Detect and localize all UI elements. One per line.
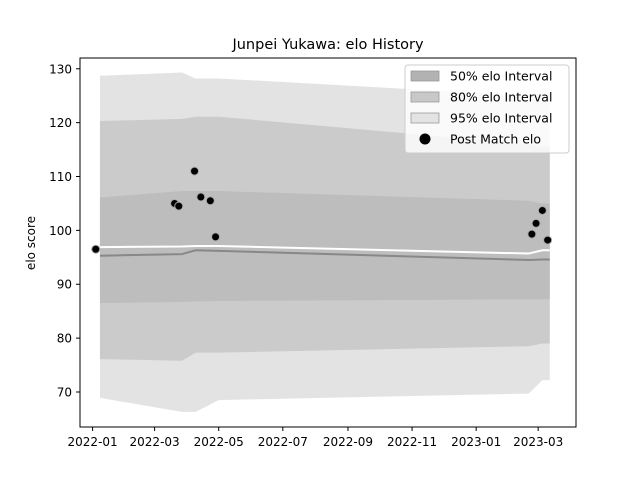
x-tick-label: 2022-03 — [130, 435, 180, 449]
legend-label-50-elo-interval: 50% elo Interval — [450, 69, 552, 84]
mean-elo-line — [99, 249, 550, 262]
y-axis: 70 80 90 100 110 120 130 — [49, 62, 80, 399]
y-tick-label: 130 — [49, 62, 72, 76]
post-match-point — [205, 196, 215, 206]
post-match-point — [174, 201, 184, 211]
post-match-point — [531, 218, 541, 228]
post-match-point — [211, 232, 221, 242]
legend-swatch-95-elo-interval — [410, 112, 440, 124]
band-50-elo-interval — [99, 191, 550, 304]
y-axis-label: elo score — [24, 216, 38, 270]
legend-label-95-elo-interval: 95% elo Interval — [450, 111, 552, 126]
chart-title: Junpei Yukawa: elo History — [231, 37, 424, 53]
y-tick-label: 120 — [49, 116, 72, 130]
legend: 50% elo Interval 80% elo Interval 95% elo … — [404, 64, 570, 154]
y-tick-label: 100 — [49, 224, 72, 238]
axes-frame — [79, 57, 577, 428]
post-match-point — [91, 244, 101, 254]
legend-label-80-elo-interval: 80% elo Interval — [450, 90, 552, 105]
legend-box — [404, 64, 570, 154]
x-tick-label: 2022-09 — [323, 435, 373, 449]
x-tick-label: 2022-07 — [258, 435, 308, 449]
post-match-point — [190, 166, 200, 176]
x-axis: 2022-01 2022-03 2022-05 2022-07 2022-09 2022-… — [68, 427, 563, 449]
legend-swatch-80-elo-interval — [410, 91, 440, 103]
x-tick-label: 2022-01 — [68, 435, 118, 449]
legend-marker-post-match-elo — [419, 133, 431, 145]
post-match-point — [196, 192, 206, 202]
y-tick-label: 110 — [49, 170, 72, 184]
post-match-point — [527, 229, 537, 239]
plot-area — [91, 72, 553, 412]
x-tick-label: 2023-03 — [513, 435, 563, 449]
x-tick-label: 2023-01 — [451, 435, 501, 449]
legend-swatch-50-elo-interval — [410, 70, 440, 82]
x-tick-label: 2022-05 — [194, 435, 244, 449]
post-match-trend-line — [99, 245, 550, 255]
post-match-point — [537, 205, 547, 215]
y-tick-label: 90 — [57, 278, 72, 292]
x-tick-label: 2022-11 — [387, 435, 437, 449]
y-tick-label: 70 — [57, 385, 72, 399]
post-match-point — [543, 235, 553, 245]
y-tick-label: 80 — [57, 332, 72, 346]
legend-label-post-match-elo: Post Match elo — [450, 132, 541, 147]
